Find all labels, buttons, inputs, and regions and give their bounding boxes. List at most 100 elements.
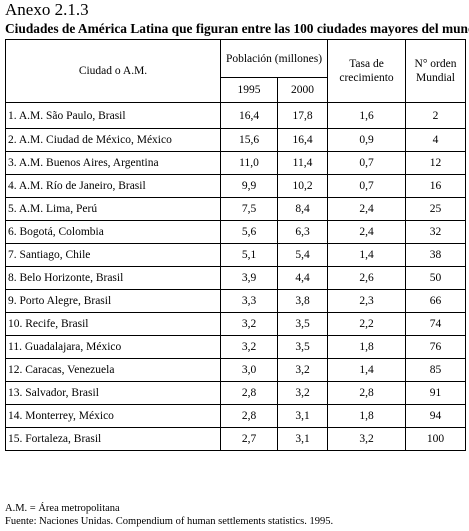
population-1995-cell: 2,7 [220,427,278,451]
population-2000-cell: 16,4 [276,128,329,152]
cities-table: Ciudad o A.M. Población (millones) Tasa … [5,39,467,451]
growth-rate-cell: 1,6 [327,102,407,129]
population-1995-cell: 9,9 [220,174,278,198]
population-2000-cell: 3,2 [276,381,329,405]
city-cell: 5. A.M. Lima, Perú [5,197,221,221]
growth-rate-cell: 0,7 [327,151,407,175]
population-1995-cell: 16,4 [220,102,278,129]
city-cell: 9. Porto Alegre, Brasil [5,289,221,313]
population-2000-cell: 3,8 [276,289,329,313]
header-year-1995: 1995 [220,77,278,103]
population-2000-cell: 4,4 [276,266,329,290]
header-growth-rate: Tasa de crecimiento [327,39,407,103]
table-row: 7. Santiago, Chile 5,1 5,4 1,4 38 [5,243,467,267]
population-2000-cell: 8,4 [276,197,329,221]
growth-rate-cell: 2,8 [327,381,407,405]
city-cell: 6. Bogotá, Colombia [5,220,221,244]
population-2000-cell: 17,8 [276,102,329,129]
city-cell: 10. Recife, Brasil [5,312,221,336]
world-rank-cell: 85 [405,358,467,382]
population-2000-cell: 3,1 [276,404,329,428]
growth-rate-cell: 1,8 [327,404,407,428]
population-1995-cell: 11,0 [220,151,278,175]
population-1995-cell: 3,3 [220,289,278,313]
growth-rate-cell: 2,4 [327,220,407,244]
growth-rate-cell: 0,9 [327,128,407,152]
header-year-2000: 2000 [276,77,329,103]
annex-heading: Anexo 2.1.3 [5,0,89,19]
growth-rate-cell: 2,4 [327,197,407,221]
table-title: Ciudades de América Latina que figuran e… [5,21,469,36]
world-rank-cell: 38 [405,243,467,267]
population-2000-cell: 3,5 [276,335,329,359]
growth-rate-cell: 3,2 [327,427,407,451]
population-2000-cell: 3,2 [276,358,329,382]
city-cell: 15. Fortaleza, Brasil [5,427,221,451]
table-row: 1. A.M. São Paulo, Brasil 16,4 17,8 1,6 2 [5,102,467,129]
city-cell: 13. Salvador, Brasil [5,381,221,405]
population-2000-cell: 11,4 [276,151,329,175]
header-world-rank: N° orden Mundial [405,39,467,103]
city-cell: 4. A.M. Río de Janeiro, Brasil [5,174,221,198]
table-row: 6. Bogotá, Colombia 5,6 6,3 2,4 32 [5,220,467,244]
population-2000-cell: 6,3 [276,220,329,244]
growth-rate-cell: 1,4 [327,358,407,382]
table-row: 8. Belo Horizonte, Brasil 3,9 4,4 2,6 50 [5,266,467,290]
header-population: Población (millones) [219,39,329,78]
table-row: 5. A.M. Lima, Perú 7,5 8,4 2,4 25 [5,197,467,221]
growth-rate-cell: 2,6 [327,266,407,290]
header-city: Ciudad o A.M. [5,39,221,103]
table-row: 11. Guadalajara, México 3,2 3,5 1,8 76 [5,335,467,359]
table-body: 1. A.M. São Paulo, Brasil 16,4 17,8 1,6 2 2.… [5,102,467,451]
abbreviation-note: A.M. = Área metropolitana [5,503,120,514]
table-row: 2. A.M. Ciudad de México, México 15,6 16,4… [5,128,467,152]
population-1995-cell: 5,6 [220,220,278,244]
population-2000-cell: 10,2 [276,174,329,198]
city-cell: 8. Belo Horizonte, Brasil [5,266,221,290]
growth-rate-cell: 1,4 [327,243,407,267]
city-cell: 12. Caracas, Venezuela [5,358,221,382]
population-1995-cell: 3,0 [220,358,278,382]
table-row: 13. Salvador, Brasil 2,8 3,2 2,8 91 [5,381,467,405]
world-rank-cell: 94 [405,404,467,428]
world-rank-cell: 100 [405,427,467,451]
world-rank-cell: 16 [405,174,467,198]
table-row: 3. A.M. Buenos Aires, Argentina 11,0 11,4 0… [5,151,467,175]
city-cell: 7. Santiago, Chile [5,243,221,267]
world-rank-cell: 76 [405,335,467,359]
table-row: 12. Caracas, Venezuela 3,0 3,2 1,4 85 [5,358,467,382]
city-cell: 14. Monterrey, México [5,404,221,428]
city-cell: 2. A.M. Ciudad de México, México [5,128,221,152]
population-1995-cell: 7,5 [220,197,278,221]
world-rank-cell: 2 [405,102,467,129]
growth-rate-cell: 1,8 [327,335,407,359]
population-2000-cell: 3,5 [276,312,329,336]
world-rank-cell: 66 [405,289,467,313]
world-rank-cell: 74 [405,312,467,336]
population-1995-cell: 3,2 [220,335,278,359]
growth-rate-cell: 2,2 [327,312,407,336]
population-2000-cell: 5,4 [276,243,329,267]
city-cell: 11. Guadalajara, México [5,335,221,359]
city-cell: 3. A.M. Buenos Aires, Argentina [5,151,221,175]
population-1995-cell: 15,6 [220,128,278,152]
world-rank-cell: 50 [405,266,467,290]
source-note: Fuente: Naciones Unidas. Compendium of h… [5,516,334,527]
world-rank-cell: 32 [405,220,467,244]
population-1995-cell: 2,8 [220,381,278,405]
table-row: 14. Monterrey, México 2,8 3,1 1,8 94 [5,404,467,428]
city-cell: 1. A.M. São Paulo, Brasil [5,102,221,129]
population-1995-cell: 2,8 [220,404,278,428]
growth-rate-cell: 0,7 [327,174,407,198]
world-rank-cell: 12 [405,151,467,175]
world-rank-cell: 91 [405,381,467,405]
table-row: 15. Fortaleza, Brasil 2,7 3,1 3,2 100 [5,427,467,451]
growth-rate-cell: 2,3 [327,289,407,313]
world-rank-cell: 4 [405,128,467,152]
table-row: 10. Recife, Brasil 3,2 3,5 2,2 74 [5,312,467,336]
population-1995-cell: 5,1 [220,243,278,267]
table-row: 9. Porto Alegre, Brasil 3,3 3,8 2,3 66 [5,289,467,313]
world-rank-cell: 25 [405,197,467,221]
population-2000-cell: 3,1 [276,427,329,451]
table-row: 4. A.M. Río de Janeiro, Brasil 9,9 10,2 0,7… [5,174,467,198]
